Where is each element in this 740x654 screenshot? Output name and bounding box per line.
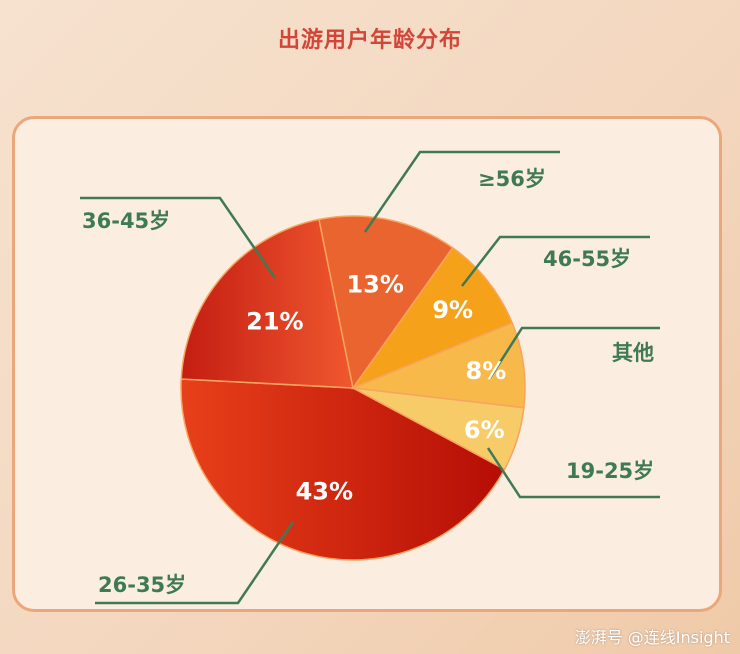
data-label: 9% (432, 296, 473, 324)
data-label: 8% (466, 357, 507, 385)
category-label: 其他 (612, 341, 654, 365)
pie-slice-≥56岁 (318, 215, 454, 390)
pie-slice-19-25岁 (352, 387, 525, 471)
pie-slice-36-45岁 (180, 218, 354, 389)
leader-line (461, 235, 650, 287)
leader-line (80, 196, 277, 279)
data-label: 21% (246, 308, 303, 336)
category-label: 36-45岁 (82, 209, 170, 233)
leader-line (486, 447, 660, 499)
pie-slice-26-35岁 (180, 378, 506, 561)
data-label: 6% (464, 416, 505, 444)
leader-line (488, 326, 660, 379)
category-label: 46-55岁 (543, 247, 631, 271)
category-label: 26-35岁 (98, 573, 186, 597)
category-label: ≥56岁 (478, 167, 546, 191)
chart-title: 出游用户年龄分布 (277, 28, 462, 53)
category-label: 19-25岁 (566, 459, 654, 483)
watermark: 澎湃号 @连线Insight (574, 628, 730, 647)
data-label: 13% (346, 271, 403, 299)
leader-line (363, 150, 560, 233)
pie-slice-46-55岁 (350, 246, 514, 390)
data-label: 43% (296, 478, 353, 506)
leader-line (95, 521, 295, 605)
